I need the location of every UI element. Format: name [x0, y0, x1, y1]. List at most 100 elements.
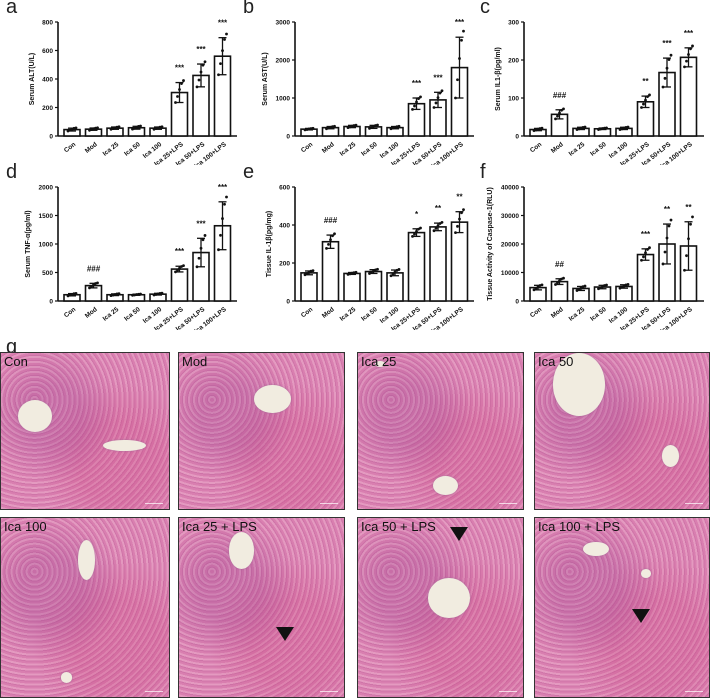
x-tick-label: Ica 50 — [123, 141, 142, 158]
data-point — [685, 254, 688, 258]
x-tick-label: Con — [529, 306, 543, 319]
x-tick-label: Ica 50 — [123, 306, 142, 323]
data-point — [454, 96, 457, 100]
bar — [321, 240, 340, 302]
data-point — [665, 236, 669, 240]
central-vein — [661, 444, 680, 467]
chart-e: 0 200 400 600 Tissue IL-1β(pg/mg) Con ### Mod Ic… — [237, 161, 474, 330]
bar — [386, 272, 404, 302]
data-point — [160, 291, 164, 295]
data-point — [176, 95, 179, 98]
data-point — [197, 78, 201, 82]
data-point — [532, 288, 536, 292]
data-point — [540, 126, 544, 130]
data-point — [432, 106, 436, 109]
data-point — [333, 232, 336, 236]
y-tick-label: 100 — [508, 96, 519, 103]
central-vein — [60, 671, 73, 683]
data-point — [562, 276, 565, 280]
central-vein — [229, 532, 255, 569]
x-tick-label: Ica 25 — [102, 141, 121, 158]
x-tick-label: Ica 50 — [360, 141, 379, 158]
data-point — [411, 235, 414, 238]
x-tick-label: Con — [63, 306, 77, 319]
histology-image: Ica 25 — [357, 352, 524, 510]
data-point — [178, 266, 181, 270]
y-tick-label: 1500 — [39, 213, 54, 220]
data-point — [325, 246, 328, 250]
data-point — [440, 89, 444, 93]
data-point — [174, 101, 177, 104]
significance-label: ** — [685, 203, 692, 212]
significance-label: *** — [175, 247, 185, 256]
data-point — [554, 283, 557, 286]
data-point — [556, 281, 559, 285]
data-point — [182, 79, 185, 82]
data-point — [669, 218, 673, 222]
data-point — [311, 126, 315, 130]
x-tick-label: Ica 50 — [589, 141, 608, 158]
significance-label: * — [415, 210, 419, 219]
data-point — [648, 93, 651, 97]
data-point — [642, 255, 645, 259]
data-point — [438, 91, 442, 95]
bar — [364, 270, 383, 302]
data-point — [434, 227, 438, 230]
data-point — [311, 269, 315, 272]
data-point — [683, 268, 686, 272]
data-point — [413, 104, 416, 108]
histology-image: Ica 100 — [0, 517, 170, 698]
data-point — [646, 95, 649, 99]
bar — [170, 268, 189, 302]
data-point — [456, 78, 459, 82]
data-point — [182, 264, 185, 268]
x-tick-label: Mod — [321, 141, 336, 155]
data-point — [691, 215, 694, 219]
data-point — [393, 270, 397, 274]
significance-label: *** — [433, 73, 443, 82]
chart-d: 0 500 1000 1500 2000 Serum TNF-α(pg/ml) Con ###… — [0, 161, 237, 330]
significance-label: *** — [684, 29, 694, 38]
data-point — [199, 246, 203, 250]
data-point — [661, 262, 665, 266]
data-point — [223, 202, 226, 206]
bar — [343, 272, 361, 302]
histology-image: Mod — [178, 352, 345, 510]
scale-bar — [685, 503, 703, 504]
x-tick-label: Mod — [550, 141, 565, 155]
y-axis-label: Serum ALT(U/L) — [29, 53, 36, 106]
data-point — [419, 226, 422, 230]
histology-image: Ica 100 + LPS — [534, 517, 710, 698]
data-point — [225, 195, 228, 199]
data-point — [583, 125, 587, 129]
data-point — [413, 232, 416, 236]
y-tick-label: 600 — [279, 185, 290, 192]
central-vein — [552, 353, 606, 417]
y-tick-label: 10000 — [501, 270, 519, 277]
data-point — [462, 208, 465, 212]
panel-letter-d: d — [6, 161, 18, 183]
data-point — [376, 123, 379, 127]
data-point — [74, 291, 78, 295]
y-tick-label: 300 — [508, 20, 519, 27]
data-point — [534, 287, 538, 290]
data-point — [376, 267, 379, 271]
data-point — [685, 59, 688, 63]
data-point — [180, 82, 183, 85]
significance-label: ** — [435, 204, 442, 213]
significance-label: ## — [555, 260, 564, 269]
data-point — [665, 66, 669, 70]
x-tick-label: Ica 50 — [360, 306, 379, 323]
scale-bar — [499, 503, 517, 504]
y-axis-label: Tissue Activity of Caspase-1(RLU) — [487, 187, 494, 301]
y-tick-label: 0 — [49, 134, 53, 141]
significance-label: *** — [412, 79, 422, 88]
scale-bar — [499, 691, 517, 692]
x-tick-label: Ica 25 — [102, 306, 121, 323]
data-point — [201, 238, 205, 242]
data-point — [411, 108, 414, 111]
data-point — [370, 270, 373, 274]
y-tick-label: 500 — [42, 270, 53, 277]
significance-label: ### — [324, 216, 338, 225]
data-point — [96, 281, 99, 285]
